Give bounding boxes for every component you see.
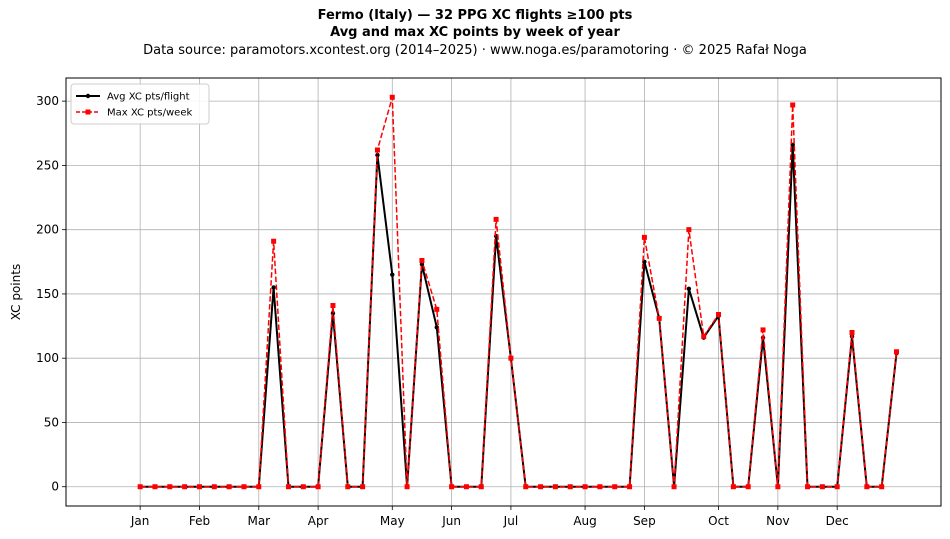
data-point <box>271 238 277 244</box>
data-point <box>538 484 544 490</box>
data-point <box>834 484 840 490</box>
y-tick-label: 150 <box>36 287 59 301</box>
data-point <box>805 484 811 490</box>
data-point <box>597 484 603 490</box>
data-point <box>849 329 855 335</box>
data-point <box>137 484 143 490</box>
data-point <box>360 484 366 490</box>
data-point <box>701 333 707 339</box>
x-tick-label: Nov <box>766 514 789 528</box>
data-point <box>389 94 395 100</box>
data-point <box>419 262 425 267</box>
data-point <box>419 258 425 264</box>
y-tick-label: 300 <box>36 94 59 108</box>
y-tick-label: 100 <box>36 351 59 365</box>
data-point <box>449 484 455 490</box>
legend-label: Max XC pts/week <box>107 108 192 119</box>
data-point <box>300 484 306 490</box>
data-point <box>582 484 588 490</box>
data-point <box>730 484 736 490</box>
data-point <box>211 484 217 490</box>
data-point <box>256 484 262 490</box>
x-tick-label: Dec <box>826 514 849 528</box>
data-point <box>375 152 380 158</box>
data-point <box>656 315 662 321</box>
y-tick-label: 50 <box>44 415 59 429</box>
data-point <box>879 484 885 490</box>
chart-subtitle: Avg and max XC points by week of year <box>330 25 620 40</box>
data-point <box>345 484 351 490</box>
data-point <box>478 484 484 490</box>
x-tick-label: Sep <box>633 514 656 528</box>
x-tick-label: Jul <box>503 514 518 528</box>
x-tick-label: Jun <box>441 514 461 528</box>
x-tick-label: Aug <box>573 514 596 528</box>
data-point <box>182 484 188 490</box>
data-point <box>775 484 781 490</box>
x-tick-label: Oct <box>708 514 729 528</box>
x-tick-label: May <box>380 514 405 528</box>
legend-marker <box>85 93 91 99</box>
data-point <box>612 484 618 490</box>
y-tick-label: 200 <box>36 223 59 237</box>
data-point <box>523 484 529 490</box>
data-point <box>567 484 573 490</box>
data-point <box>641 234 647 240</box>
data-point <box>390 272 395 277</box>
data-point <box>315 484 321 490</box>
data-point <box>819 484 825 490</box>
data-point <box>508 355 514 361</box>
data-point <box>686 286 692 291</box>
series-line <box>140 96 898 488</box>
x-tick-label: Jan <box>130 514 150 528</box>
series-max <box>137 94 900 490</box>
data-point <box>760 327 766 333</box>
chart-title: Fermo (Italy) — 32 PPG XC flights ≥100 p… <box>317 8 633 23</box>
data-point <box>241 484 247 490</box>
data-point <box>271 285 276 290</box>
series-layer <box>137 94 900 490</box>
data-point <box>285 484 291 490</box>
data-point <box>167 484 173 490</box>
data-point <box>330 302 336 308</box>
legend-box <box>70 83 210 125</box>
legend-marker <box>85 109 91 115</box>
y-tick-label: 250 <box>36 158 59 172</box>
data-point <box>745 484 751 490</box>
data-point <box>716 311 722 317</box>
data-point <box>152 484 158 490</box>
legend-label: Avg XC pts/flight <box>107 92 190 103</box>
data-point <box>226 484 232 490</box>
data-point <box>686 227 692 233</box>
y-tick-label: 0 <box>51 480 59 494</box>
data-point <box>627 484 633 490</box>
y-axis-label: XC points <box>9 264 23 320</box>
data-point <box>463 484 469 490</box>
data-point <box>552 484 558 490</box>
plot-frame <box>65 77 942 507</box>
data-point <box>434 306 440 312</box>
x-tick-label: Mar <box>247 514 270 528</box>
x-tick-label: Feb <box>189 514 210 528</box>
data-point <box>374 147 380 153</box>
data-point <box>790 102 796 108</box>
data-source-line: Data source: paramotors.xcontest.org (20… <box>143 43 807 58</box>
data-point <box>196 484 202 490</box>
data-point <box>671 484 677 490</box>
data-point <box>894 349 900 355</box>
x-tick-label: Apr <box>308 514 329 528</box>
data-point <box>864 484 870 490</box>
series-line <box>140 143 898 488</box>
data-point <box>404 484 410 490</box>
data-point <box>493 216 499 222</box>
axes: Jan Feb Mar Apr May Jun Jul Aug Sep Oct Nov Dec 0 50 1… <box>36 94 849 528</box>
legend: Avg XC pts/flight Max XC pts/week <box>70 83 210 125</box>
